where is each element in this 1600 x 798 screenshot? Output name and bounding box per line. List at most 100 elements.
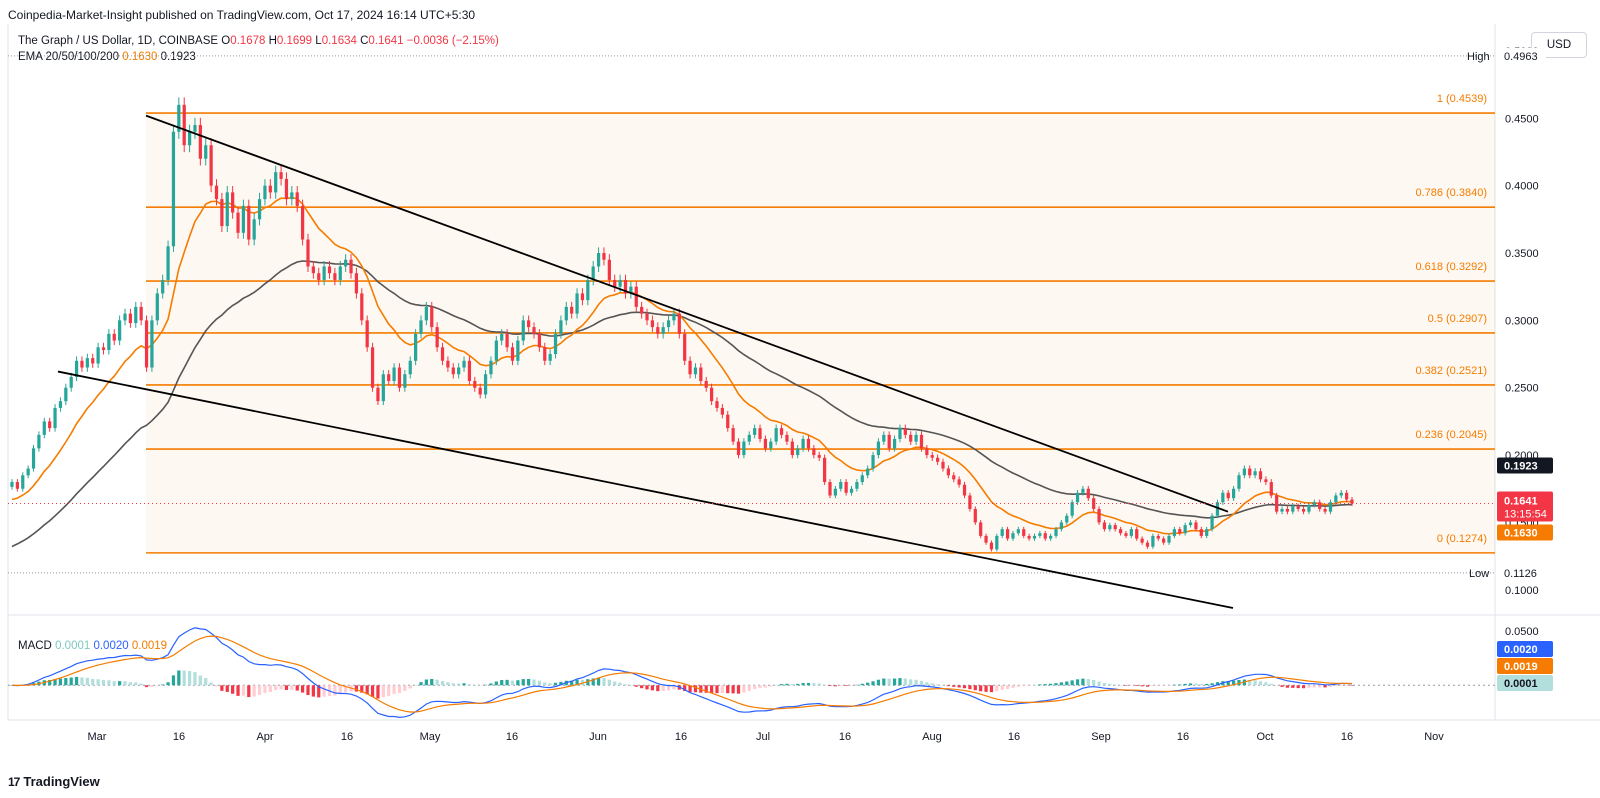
- macd-histogram-bar: [822, 684, 827, 686]
- candle-body: [1124, 533, 1128, 536]
- macd-histogram-bar: [69, 677, 73, 686]
- ema-legend[interactable]: EMA 20/50/100/200 0.1630 0.1923: [18, 51, 196, 63]
- macd-histogram-bar: [489, 683, 493, 686]
- candle-body: [1151, 535, 1155, 547]
- macd-histogram-bar: [387, 685, 391, 697]
- candle-body: [198, 125, 202, 159]
- macd-histogram-bar: [1350, 685, 1354, 686]
- candle-body: [634, 286, 638, 307]
- macd-histogram-bar: [903, 678, 907, 686]
- macd-histogram-bar: [1075, 679, 1080, 686]
- candle-body: [161, 279, 165, 294]
- candle-body: [85, 358, 89, 368]
- macd-histogram-bar: [925, 682, 929, 686]
- candle-body: [53, 407, 57, 429]
- candle-body: [704, 380, 708, 388]
- macd-histogram-bar: [494, 681, 498, 686]
- candle-body: [989, 542, 994, 550]
- symbol-legend[interactable]: The Graph / US Dollar, 1D, COINBASE O0.1…: [18, 35, 499, 47]
- candle-body: [1178, 529, 1182, 534]
- macd-histogram-bar: [424, 679, 428, 686]
- candle-body: [91, 358, 95, 364]
- macd-histogram-bar: [941, 685, 945, 686]
- macd-histogram-bar: [118, 681, 122, 686]
- price-chart[interactable]: 1 (0.4539) 0.786 (0.3840) 0.618 (0.3292) 0.…: [0, 0, 1600, 760]
- macd-histogram-bar: [1081, 678, 1085, 686]
- candle-body: [177, 104, 181, 132]
- macd-histogram-bar: [1156, 685, 1160, 686]
- macd-histogram-bar: [709, 685, 714, 694]
- candle-body: [683, 333, 687, 361]
- candle-body: [26, 468, 30, 476]
- macd-histogram-bar: [640, 685, 644, 689]
- macd-histogram-bar: [1000, 685, 1004, 690]
- candle-body: [118, 320, 122, 341]
- candle-body: [414, 333, 418, 361]
- macd-tick-label: 0.0500: [1505, 626, 1539, 638]
- macd-histogram-bar: [177, 670, 181, 686]
- macd-histogram-bar: [596, 677, 601, 686]
- macd-histogram-bar: [1231, 680, 1236, 686]
- candle-body: [440, 347, 445, 361]
- candle-body: [1011, 533, 1015, 539]
- candle-body: [984, 535, 988, 543]
- candle-body: [860, 475, 864, 483]
- candle-body: [31, 448, 36, 469]
- candle-body: [543, 347, 547, 361]
- price-tick-label: 0.1000: [1505, 585, 1539, 597]
- price-tick-label: 0.3500: [1505, 248, 1539, 260]
- candle-body: [252, 219, 256, 240]
- ema-50-line: [11, 196, 1353, 535]
- time-tick-label: 16: [1008, 731, 1020, 743]
- candle-body: [521, 320, 525, 341]
- candle-body: [365, 320, 369, 348]
- macd-histogram-bar: [225, 685, 229, 692]
- candle-body: [995, 535, 999, 550]
- high-label: H: [268, 35, 277, 47]
- candle-body: [936, 457, 940, 462]
- macd-histogram-bar: [48, 679, 52, 686]
- macd-legend[interactable]: MACD 0.0001 0.0020 0.0019: [18, 640, 167, 652]
- macd-histogram-bar: [204, 678, 208, 686]
- candle-body: [344, 259, 348, 267]
- macd-histogram-bar: [53, 679, 57, 686]
- macd-histogram-bar: [1301, 685, 1306, 689]
- macd-histogram-bar: [1054, 683, 1058, 686]
- macd-histogram-bar: [1323, 685, 1327, 688]
- candle-body: [21, 475, 25, 489]
- upper-trendline: [145, 114, 1229, 513]
- candle-body: [209, 145, 213, 186]
- candle-body: [1097, 508, 1101, 523]
- macd-histogram-bar: [150, 685, 154, 688]
- macd-histogram-bar: [548, 683, 552, 686]
- candle-body: [1108, 525, 1112, 530]
- macd-histogram-bar: [1145, 685, 1150, 687]
- time-tick-label: Jun: [589, 731, 607, 743]
- macd-histogram-bar: [575, 679, 579, 686]
- candle-body: [510, 347, 515, 361]
- tradingview-footer[interactable]: 17 TradingView: [8, 774, 100, 789]
- candle-body: [279, 172, 283, 179]
- candle-body: [150, 320, 154, 368]
- candle-body: [613, 279, 617, 287]
- ema-label: EMA 20/50/100/200: [18, 51, 120, 63]
- macd-histogram-bar: [1016, 685, 1020, 687]
- candle-body: [473, 380, 477, 388]
- macd-axis-value: 0.0020: [1504, 644, 1538, 656]
- macd-histogram-bar: [1210, 683, 1214, 686]
- macd-histogram-bar: [333, 685, 337, 696]
- candle-body: [1210, 515, 1214, 530]
- macd-histogram-bar: [85, 677, 89, 686]
- candle-body: [220, 199, 224, 227]
- macd-histogram-bar: [446, 682, 450, 686]
- candle-body: [591, 266, 595, 280]
- macd-histogram-bar: [952, 685, 956, 687]
- macd-histogram-bar: [1118, 685, 1123, 686]
- candle-body: [483, 374, 488, 395]
- candle-body: [204, 145, 208, 159]
- candle-body: [144, 320, 149, 368]
- candle-body: [806, 438, 811, 449]
- candle-body: [887, 434, 891, 449]
- macd-histogram-bar: [397, 685, 402, 693]
- macd-histogram-bar: [1194, 683, 1198, 686]
